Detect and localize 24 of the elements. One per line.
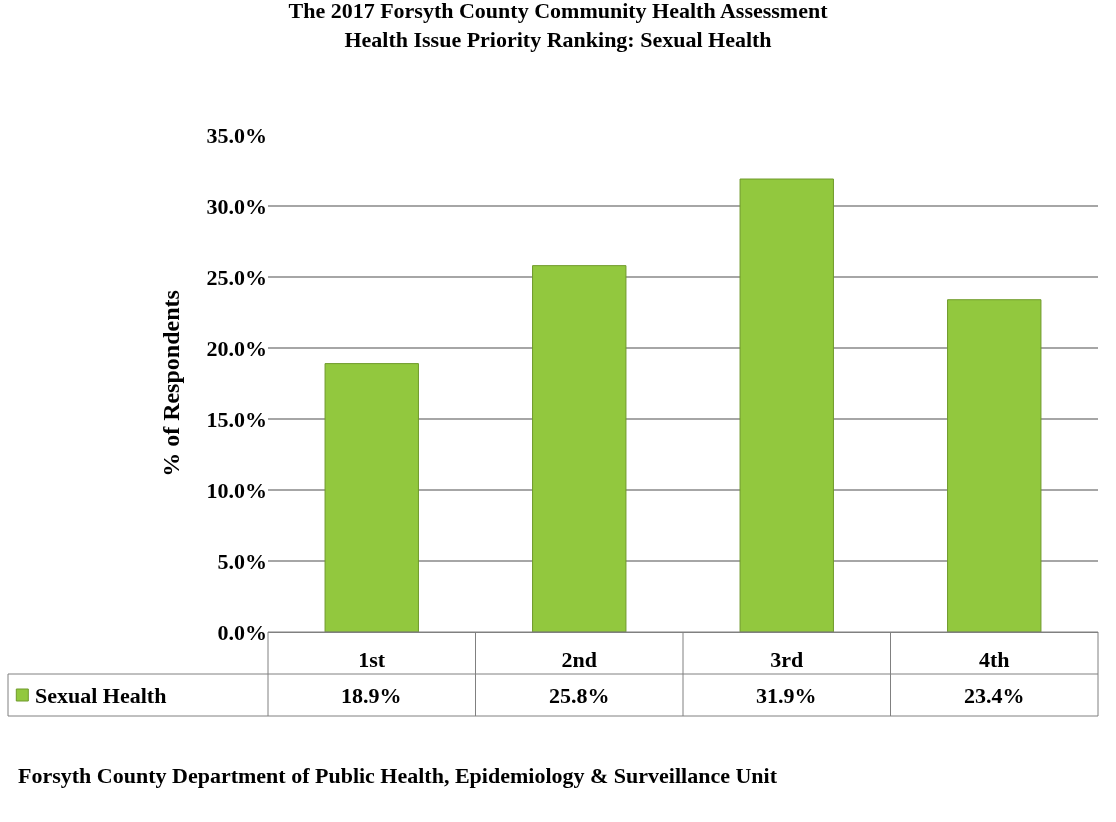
bar [947, 299, 1042, 632]
chart-title: The 2017 Forsyth County Community Health Assessment Health Issue Priority Ranking: Sexual Health [288, 0, 829, 52]
y-tick-label: 25.0% [206, 264, 267, 290]
x-tick-label: 4th [978, 647, 1010, 673]
text: Forsyth County Department of Public Health, Epidemiology & Surveillance Unit [18, 763, 778, 788]
x-tick-label: 3rd [770, 647, 804, 673]
bar [739, 178, 834, 632]
y-axis-title: % of Respondents [157, 290, 184, 477]
bar [324, 363, 419, 632]
y-tick-label: 35.0% [206, 122, 267, 148]
legend-label: Sexual Health [35, 683, 167, 708]
y-tick-label: 15.0% [206, 406, 267, 432]
y-tick-label: 30.0% [206, 193, 267, 219]
data-label: 31.9% [756, 683, 817, 708]
y-tick-label: 0.0% [217, 619, 267, 645]
y-tick-label: 10.0% [206, 477, 267, 503]
data-label: 18.9% [341, 683, 402, 708]
y-tick-label: 20.0% [206, 335, 267, 361]
y-tick-label: 5.0% [217, 548, 267, 574]
x-tick-label: 2nd [561, 647, 597, 673]
data-label: 25.8% [549, 683, 610, 708]
data-label: 23.4% [964, 683, 1025, 708]
bar [532, 265, 627, 632]
x-tick-label: 1st [358, 647, 386, 673]
